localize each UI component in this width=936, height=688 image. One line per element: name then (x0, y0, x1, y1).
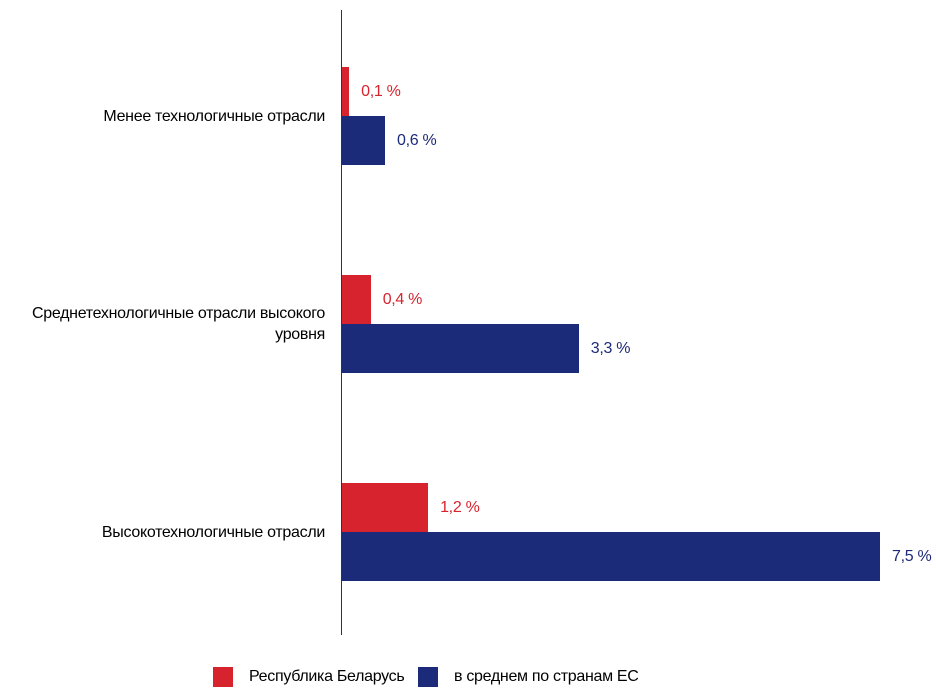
value-label: 0,1 % (361, 82, 401, 100)
bar (342, 532, 880, 581)
axis-line (341, 10, 342, 635)
bar (342, 275, 371, 324)
legend-swatch (213, 667, 233, 687)
category-label: Высокотехнологичные отрасли (101, 523, 325, 541)
legend-label: в среднем по странам ЕС (454, 668, 639, 685)
bar (342, 116, 386, 165)
bar (342, 324, 579, 373)
category-label: Менее технологичные отрасли (103, 107, 325, 125)
legend-label: Республика Беларусь (249, 668, 405, 685)
value-label: 1,2 % (440, 498, 480, 516)
bar (342, 67, 350, 116)
value-label: 7,5 % (892, 547, 932, 565)
value-label: 3,3 % (590, 339, 631, 357)
category-label: Среднетехнологичные отрасли высокого уро… (32, 305, 325, 343)
value-label: 0,4 % (382, 290, 423, 308)
bar (342, 483, 429, 532)
value-label: 0,6 % (397, 131, 437, 149)
legend-swatch (418, 667, 438, 687)
